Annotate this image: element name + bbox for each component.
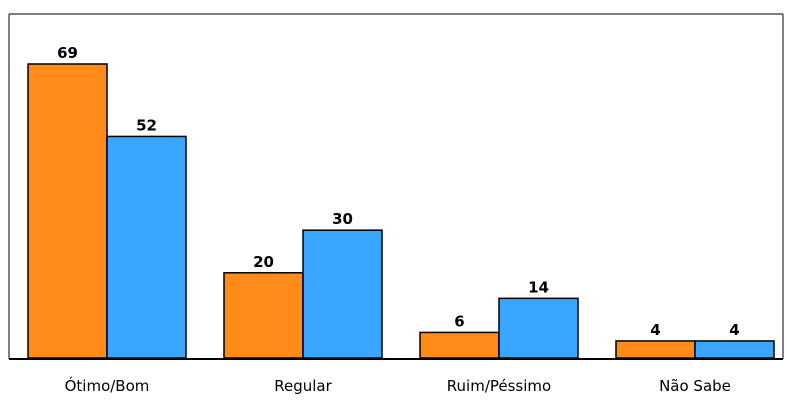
bar-nao-sabe-series-2 <box>694 340 775 359</box>
bar-ruim-pessimo-series-2 <box>498 297 579 359</box>
category-label-otimo-bom: Ótimo/Bom <box>65 376 150 395</box>
bar-nao-sabe-series-1 <box>615 340 696 359</box>
category-labels-layer: Ótimo/Bom Regular Ruim/Péssimo Não Sabe <box>65 376 731 395</box>
value-label-otimo-bom-series-2: 52 <box>136 116 157 134</box>
category-label-ruim-pessimo: Ruim/Péssimo <box>447 377 551 395</box>
category-label-regular: Regular <box>274 377 332 395</box>
bar-regular-series-1 <box>223 272 304 359</box>
value-label-nao-sabe-series-1: 4 <box>650 321 660 339</box>
value-label-ruim-pessimo-series-2: 14 <box>528 278 549 296</box>
value-label-nao-sabe-series-2: 4 <box>729 321 739 339</box>
value-label-otimo-bom-series-1: 69 <box>57 44 78 62</box>
value-label-regular-series-1: 20 <box>253 253 274 271</box>
bar-otimo-bom-series-1 <box>27 63 108 359</box>
value-labels-layer: 69 52 20 30 6 14 4 4 <box>57 44 740 339</box>
bars-layer <box>27 63 775 359</box>
bar-otimo-bom-series-2 <box>106 135 187 359</box>
bar-regular-series-2 <box>302 229 383 359</box>
bar-ruim-pessimo-series-1 <box>419 331 500 359</box>
value-label-ruim-pessimo-series-1: 6 <box>454 312 464 330</box>
chart-frame <box>8 13 784 359</box>
value-label-regular-series-2: 30 <box>332 210 353 228</box>
category-label-nao-sabe: Não Sabe <box>659 377 731 395</box>
